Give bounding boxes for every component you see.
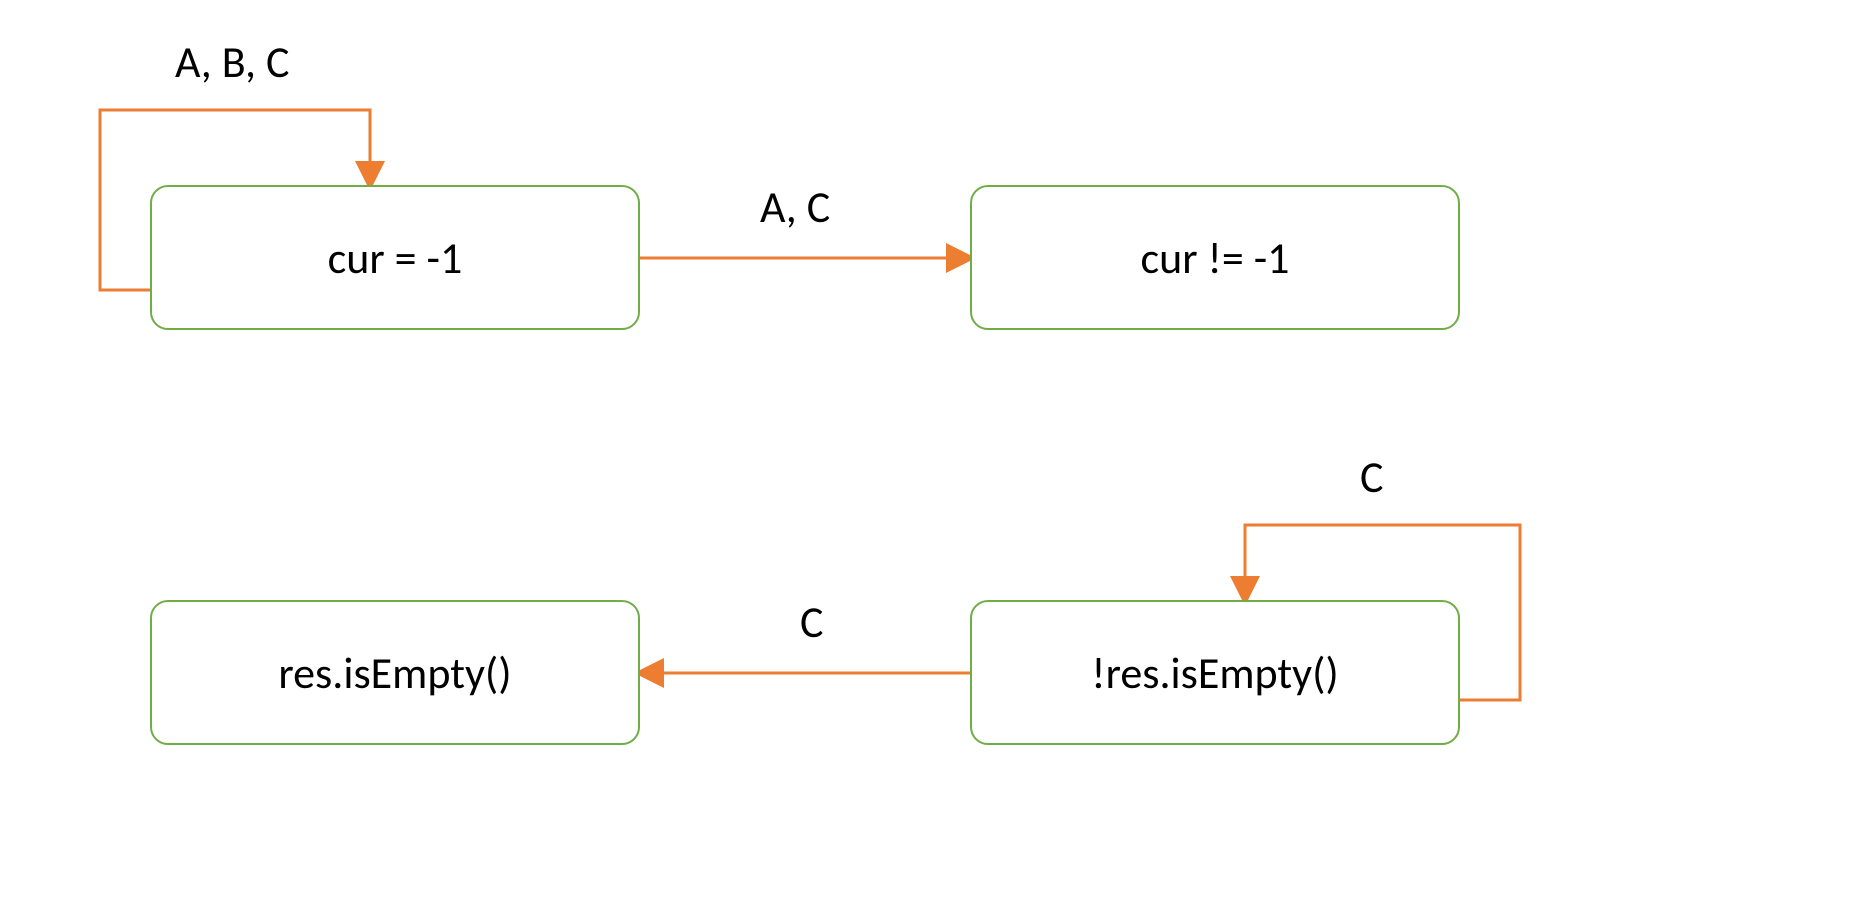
state-node-label: res.isEmpty() (278, 646, 511, 700)
transition-label: A, B, C (175, 35, 289, 89)
state-node-label: cur != -1 (1141, 231, 1290, 285)
state-node-label: cur = -1 (328, 231, 463, 285)
diagram-canvas: cur = -1 cur != -1 res.isEmpty() !res.isEmp… (0, 0, 1850, 900)
state-node: !res.isEmpty() (970, 600, 1460, 745)
state-node: cur = -1 (150, 185, 640, 330)
transition-label: A, C (760, 180, 830, 234)
edges-layer (0, 0, 1850, 900)
state-node: res.isEmpty() (150, 600, 640, 745)
transition-label: C (800, 595, 823, 649)
state-node-label: !res.isEmpty() (1091, 646, 1339, 700)
transition-label: C (1360, 450, 1383, 504)
state-node: cur != -1 (970, 185, 1460, 330)
